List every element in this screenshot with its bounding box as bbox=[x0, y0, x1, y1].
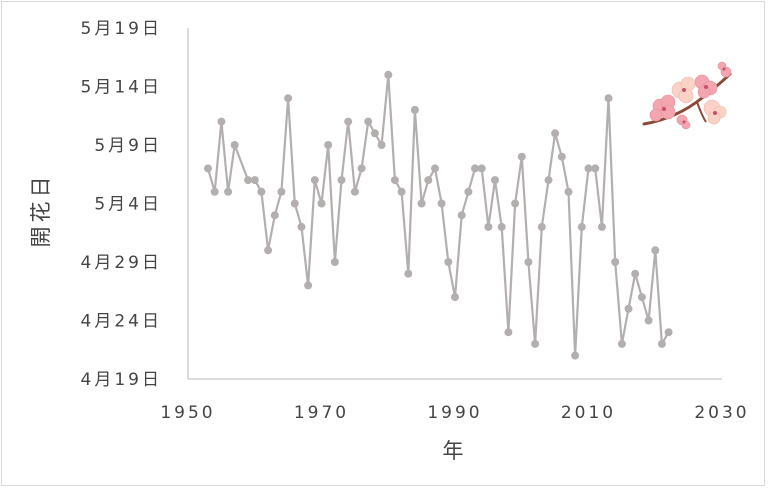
data-point bbox=[357, 164, 366, 173]
data-point bbox=[457, 211, 466, 220]
data-point bbox=[511, 199, 520, 208]
data-point bbox=[631, 269, 640, 278]
data-point bbox=[304, 281, 313, 290]
data-point bbox=[230, 141, 239, 149]
data-point bbox=[537, 222, 546, 231]
data-point bbox=[584, 164, 593, 173]
data-point bbox=[484, 222, 493, 231]
data-point bbox=[451, 293, 459, 302]
y-tick-label: 4月19日 bbox=[81, 370, 162, 390]
data-point bbox=[330, 258, 339, 266]
data-point bbox=[471, 164, 479, 173]
data-point bbox=[664, 328, 673, 337]
series-points bbox=[204, 70, 673, 360]
x-tick-label: 1970 bbox=[294, 403, 349, 423]
data-point bbox=[290, 199, 299, 208]
data-point bbox=[244, 176, 253, 185]
x-axis-title: 年 bbox=[443, 439, 468, 463]
data-point bbox=[397, 187, 406, 196]
data-point bbox=[257, 187, 266, 196]
data-point bbox=[564, 187, 573, 196]
data-point bbox=[217, 117, 226, 126]
data-point bbox=[591, 164, 600, 173]
data-point bbox=[344, 117, 353, 126]
y-tick-label: 5月19日 bbox=[81, 19, 162, 39]
data-point bbox=[324, 141, 333, 149]
data-point bbox=[644, 316, 653, 325]
y-tick-label: 5月4日 bbox=[94, 195, 162, 215]
data-point bbox=[364, 117, 373, 126]
data-point bbox=[310, 176, 319, 185]
data-point bbox=[531, 339, 540, 348]
data-point bbox=[370, 129, 379, 138]
data-point bbox=[384, 70, 393, 79]
x-tick-label: 1950 bbox=[160, 403, 215, 423]
data-point bbox=[637, 293, 646, 302]
data-point bbox=[657, 339, 666, 348]
data-point bbox=[597, 222, 606, 231]
data-point bbox=[377, 141, 386, 149]
data-point bbox=[431, 164, 439, 173]
data-point bbox=[264, 246, 273, 255]
data-point bbox=[477, 164, 486, 173]
data-point bbox=[557, 152, 566, 161]
data-point bbox=[417, 199, 426, 208]
y-tick-labels: 4月19日 4月24日 4月29日 5月4日 5月9日 5月14日 5月19日 bbox=[81, 19, 162, 390]
data-point bbox=[270, 211, 279, 220]
data-point bbox=[517, 152, 526, 161]
data-point bbox=[277, 187, 286, 196]
data-point bbox=[504, 328, 513, 337]
data-point bbox=[410, 105, 419, 114]
x-tick-label: 1990 bbox=[427, 403, 482, 423]
data-point bbox=[611, 258, 620, 266]
cherry-blossom-branch-icon bbox=[642, 61, 732, 130]
data-point bbox=[551, 129, 560, 138]
data-point bbox=[624, 304, 633, 313]
data-point bbox=[350, 187, 359, 196]
data-point bbox=[577, 222, 586, 231]
y-tick-label: 4月24日 bbox=[81, 312, 162, 332]
data-point bbox=[210, 187, 219, 196]
data-point bbox=[250, 176, 259, 185]
data-point bbox=[317, 199, 326, 208]
data-point bbox=[524, 258, 533, 266]
data-point bbox=[424, 176, 433, 185]
data-point bbox=[464, 187, 473, 196]
y-tick-label: 4月29日 bbox=[81, 253, 162, 273]
y-tick-label: 5月14日 bbox=[81, 78, 162, 98]
data-point bbox=[337, 176, 346, 185]
data-point bbox=[604, 94, 613, 103]
data-point bbox=[390, 176, 399, 185]
data-point bbox=[617, 339, 626, 348]
data-point bbox=[444, 258, 453, 266]
data-point bbox=[544, 176, 553, 185]
data-point bbox=[497, 222, 506, 231]
data-point bbox=[224, 187, 233, 196]
y-axis-title: 開花日 bbox=[29, 173, 53, 248]
x-tick-label: 2030 bbox=[694, 403, 749, 423]
data-point bbox=[204, 164, 212, 173]
data-point bbox=[571, 351, 580, 360]
data-point bbox=[651, 246, 660, 255]
x-tick-label: 2010 bbox=[561, 403, 616, 423]
x-tick-labels: 1950 1970 1990 2010 2030 bbox=[160, 403, 749, 423]
data-point bbox=[437, 199, 446, 208]
data-point bbox=[404, 269, 413, 278]
data-point bbox=[491, 176, 499, 185]
data-point bbox=[284, 94, 293, 103]
y-tick-label: 5月9日 bbox=[94, 136, 162, 156]
data-point bbox=[297, 222, 306, 231]
